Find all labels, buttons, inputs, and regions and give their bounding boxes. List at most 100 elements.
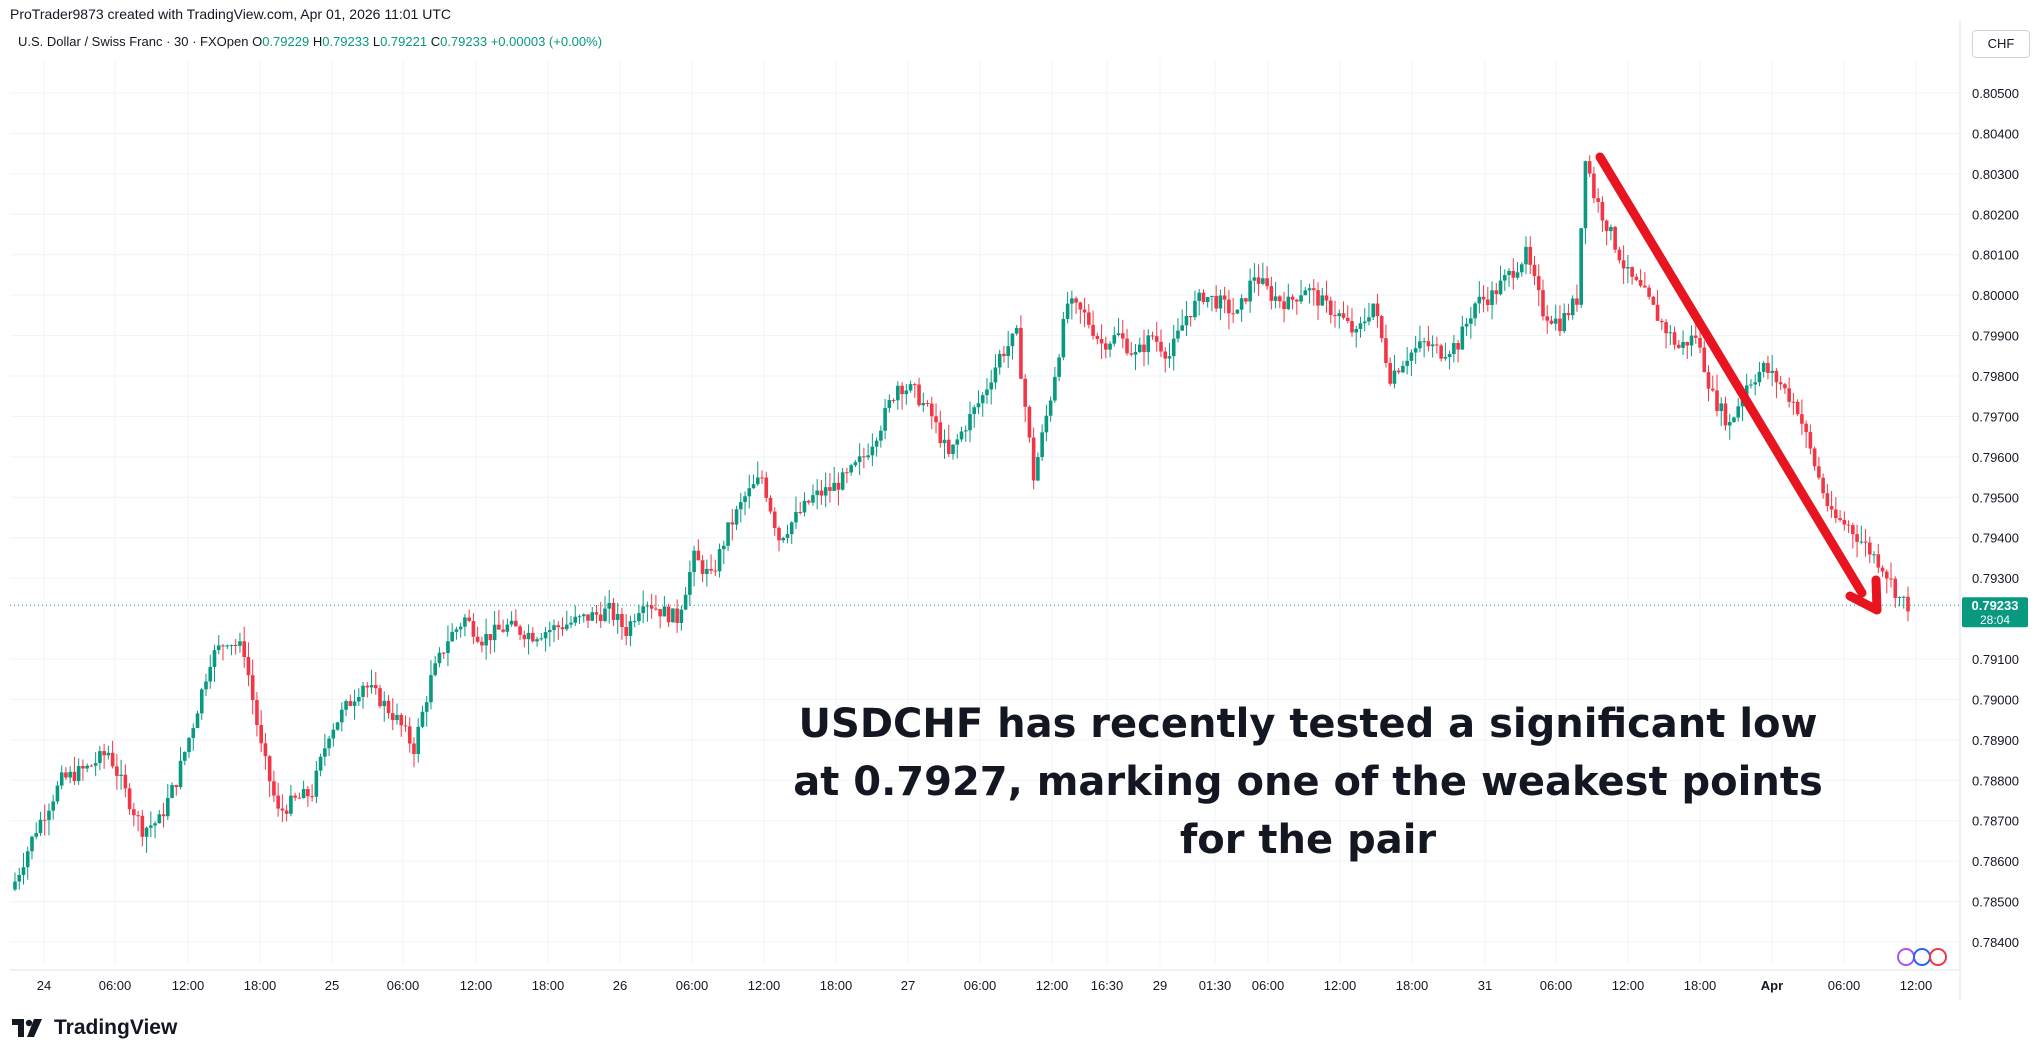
candle-body <box>191 728 196 739</box>
change-value: +0.00003 (+0.00%) <box>490 34 603 49</box>
candle-body <box>157 814 162 824</box>
candle-body <box>658 609 662 617</box>
candle-body <box>1036 457 1040 481</box>
tradingview-logo-icon <box>12 1019 42 1037</box>
candle-body <box>1426 341 1431 347</box>
candle-body <box>1774 370 1779 383</box>
candle-body <box>798 511 803 513</box>
annotation-text: USDCHF has recently tested a significant… <box>793 701 1823 863</box>
candle-body <box>1303 290 1308 296</box>
candle-body <box>1095 335 1100 340</box>
candle-body <box>1150 335 1155 337</box>
candle-body <box>365 685 370 688</box>
x-tick-label: 18:00 <box>244 978 277 993</box>
candle-body <box>85 765 89 769</box>
candle-body <box>497 624 501 630</box>
economic-events-icons[interactable] <box>1897 948 1947 966</box>
candle-body <box>1405 360 1409 366</box>
candle-body <box>153 823 157 826</box>
candle-body <box>1524 246 1528 265</box>
candle-body <box>132 809 136 816</box>
candle-body <box>819 490 824 496</box>
candle-body <box>603 608 607 621</box>
candle-body <box>1430 344 1435 347</box>
candle-body <box>1273 296 1278 301</box>
x-tick-label: 25 <box>325 978 339 993</box>
candle-body <box>47 810 51 820</box>
candle-body <box>390 713 395 721</box>
candle-body <box>717 549 722 572</box>
candle-body <box>1570 298 1575 316</box>
candle-body <box>25 851 30 868</box>
candle-body <box>1244 298 1248 302</box>
candle-body <box>968 414 972 431</box>
candle-body <box>913 384 917 386</box>
currency-button[interactable]: CHF <box>1972 30 2030 58</box>
candle-body <box>857 456 862 463</box>
candle-body <box>395 714 399 721</box>
candle-body <box>1053 376 1057 401</box>
candle-body <box>1129 353 1134 355</box>
grid-lines <box>10 20 1961 1000</box>
candle-body <box>1375 303 1380 317</box>
candle-body <box>1660 320 1664 323</box>
candle-body <box>1469 318 1473 324</box>
price-axis[interactable]: 0.80500 0.80400 0.80300 0.80200 0.80100 0.800… <box>1962 86 2028 950</box>
candle-body <box>751 484 756 489</box>
candle-body <box>475 636 480 642</box>
candle-body <box>1643 285 1647 288</box>
candle-body <box>747 488 752 497</box>
candle-body <box>615 614 620 620</box>
x-tick-label: 12:00 <box>748 978 781 993</box>
candle-body <box>526 632 531 640</box>
candle-body <box>705 568 709 575</box>
candle-body <box>1766 362 1770 373</box>
candle-body <box>552 625 556 630</box>
candle-body <box>586 614 590 621</box>
candle-body <box>624 627 628 637</box>
candle-body <box>722 545 726 550</box>
candle-body <box>378 688 382 707</box>
candle-body <box>446 641 450 654</box>
candle-body <box>794 511 798 523</box>
candle-body <box>976 403 981 408</box>
x-tick-label: 06:00 <box>964 978 997 993</box>
candle-body <box>98 751 102 764</box>
candle-body <box>845 472 849 474</box>
candle-body <box>1897 596 1902 598</box>
candle-body <box>1736 406 1741 418</box>
y-tick-label: 0.79000 <box>1972 692 2019 707</box>
candle-body <box>1795 401 1800 415</box>
candle-body <box>1188 316 1193 318</box>
candle-body <box>917 384 921 406</box>
x-tick-label: Apr <box>1761 978 1783 993</box>
candle-body <box>1473 303 1477 319</box>
candle-body <box>170 785 174 798</box>
candle-body <box>250 675 255 701</box>
candle-body <box>344 701 348 710</box>
candle-body <box>216 645 221 651</box>
candle-body <box>853 462 858 466</box>
candle-body <box>1235 309 1240 314</box>
low-label: L <box>372 34 381 49</box>
candle-body <box>1787 388 1791 402</box>
candle-body <box>420 711 425 727</box>
event-icon <box>1929 948 1947 966</box>
candle-body <box>1664 322 1668 334</box>
candle-body <box>1791 401 1796 403</box>
candle-body <box>1231 313 1235 315</box>
candle-body <box>416 726 421 755</box>
candle-body <box>225 645 230 647</box>
candle-body <box>127 788 132 810</box>
candle-body <box>51 801 55 811</box>
candle-body <box>1613 226 1617 250</box>
candle-body <box>764 477 769 498</box>
candle-body <box>356 696 361 702</box>
candle-body <box>119 774 123 776</box>
candle-body <box>1901 596 1906 598</box>
candle-body <box>929 403 934 417</box>
candle-body <box>1566 313 1571 316</box>
time-axis[interactable]: 24 06:00 12:00 18:00 25 06:00 12:00 18:00 26 06:0… <box>37 978 1933 993</box>
candle-body <box>709 568 713 571</box>
